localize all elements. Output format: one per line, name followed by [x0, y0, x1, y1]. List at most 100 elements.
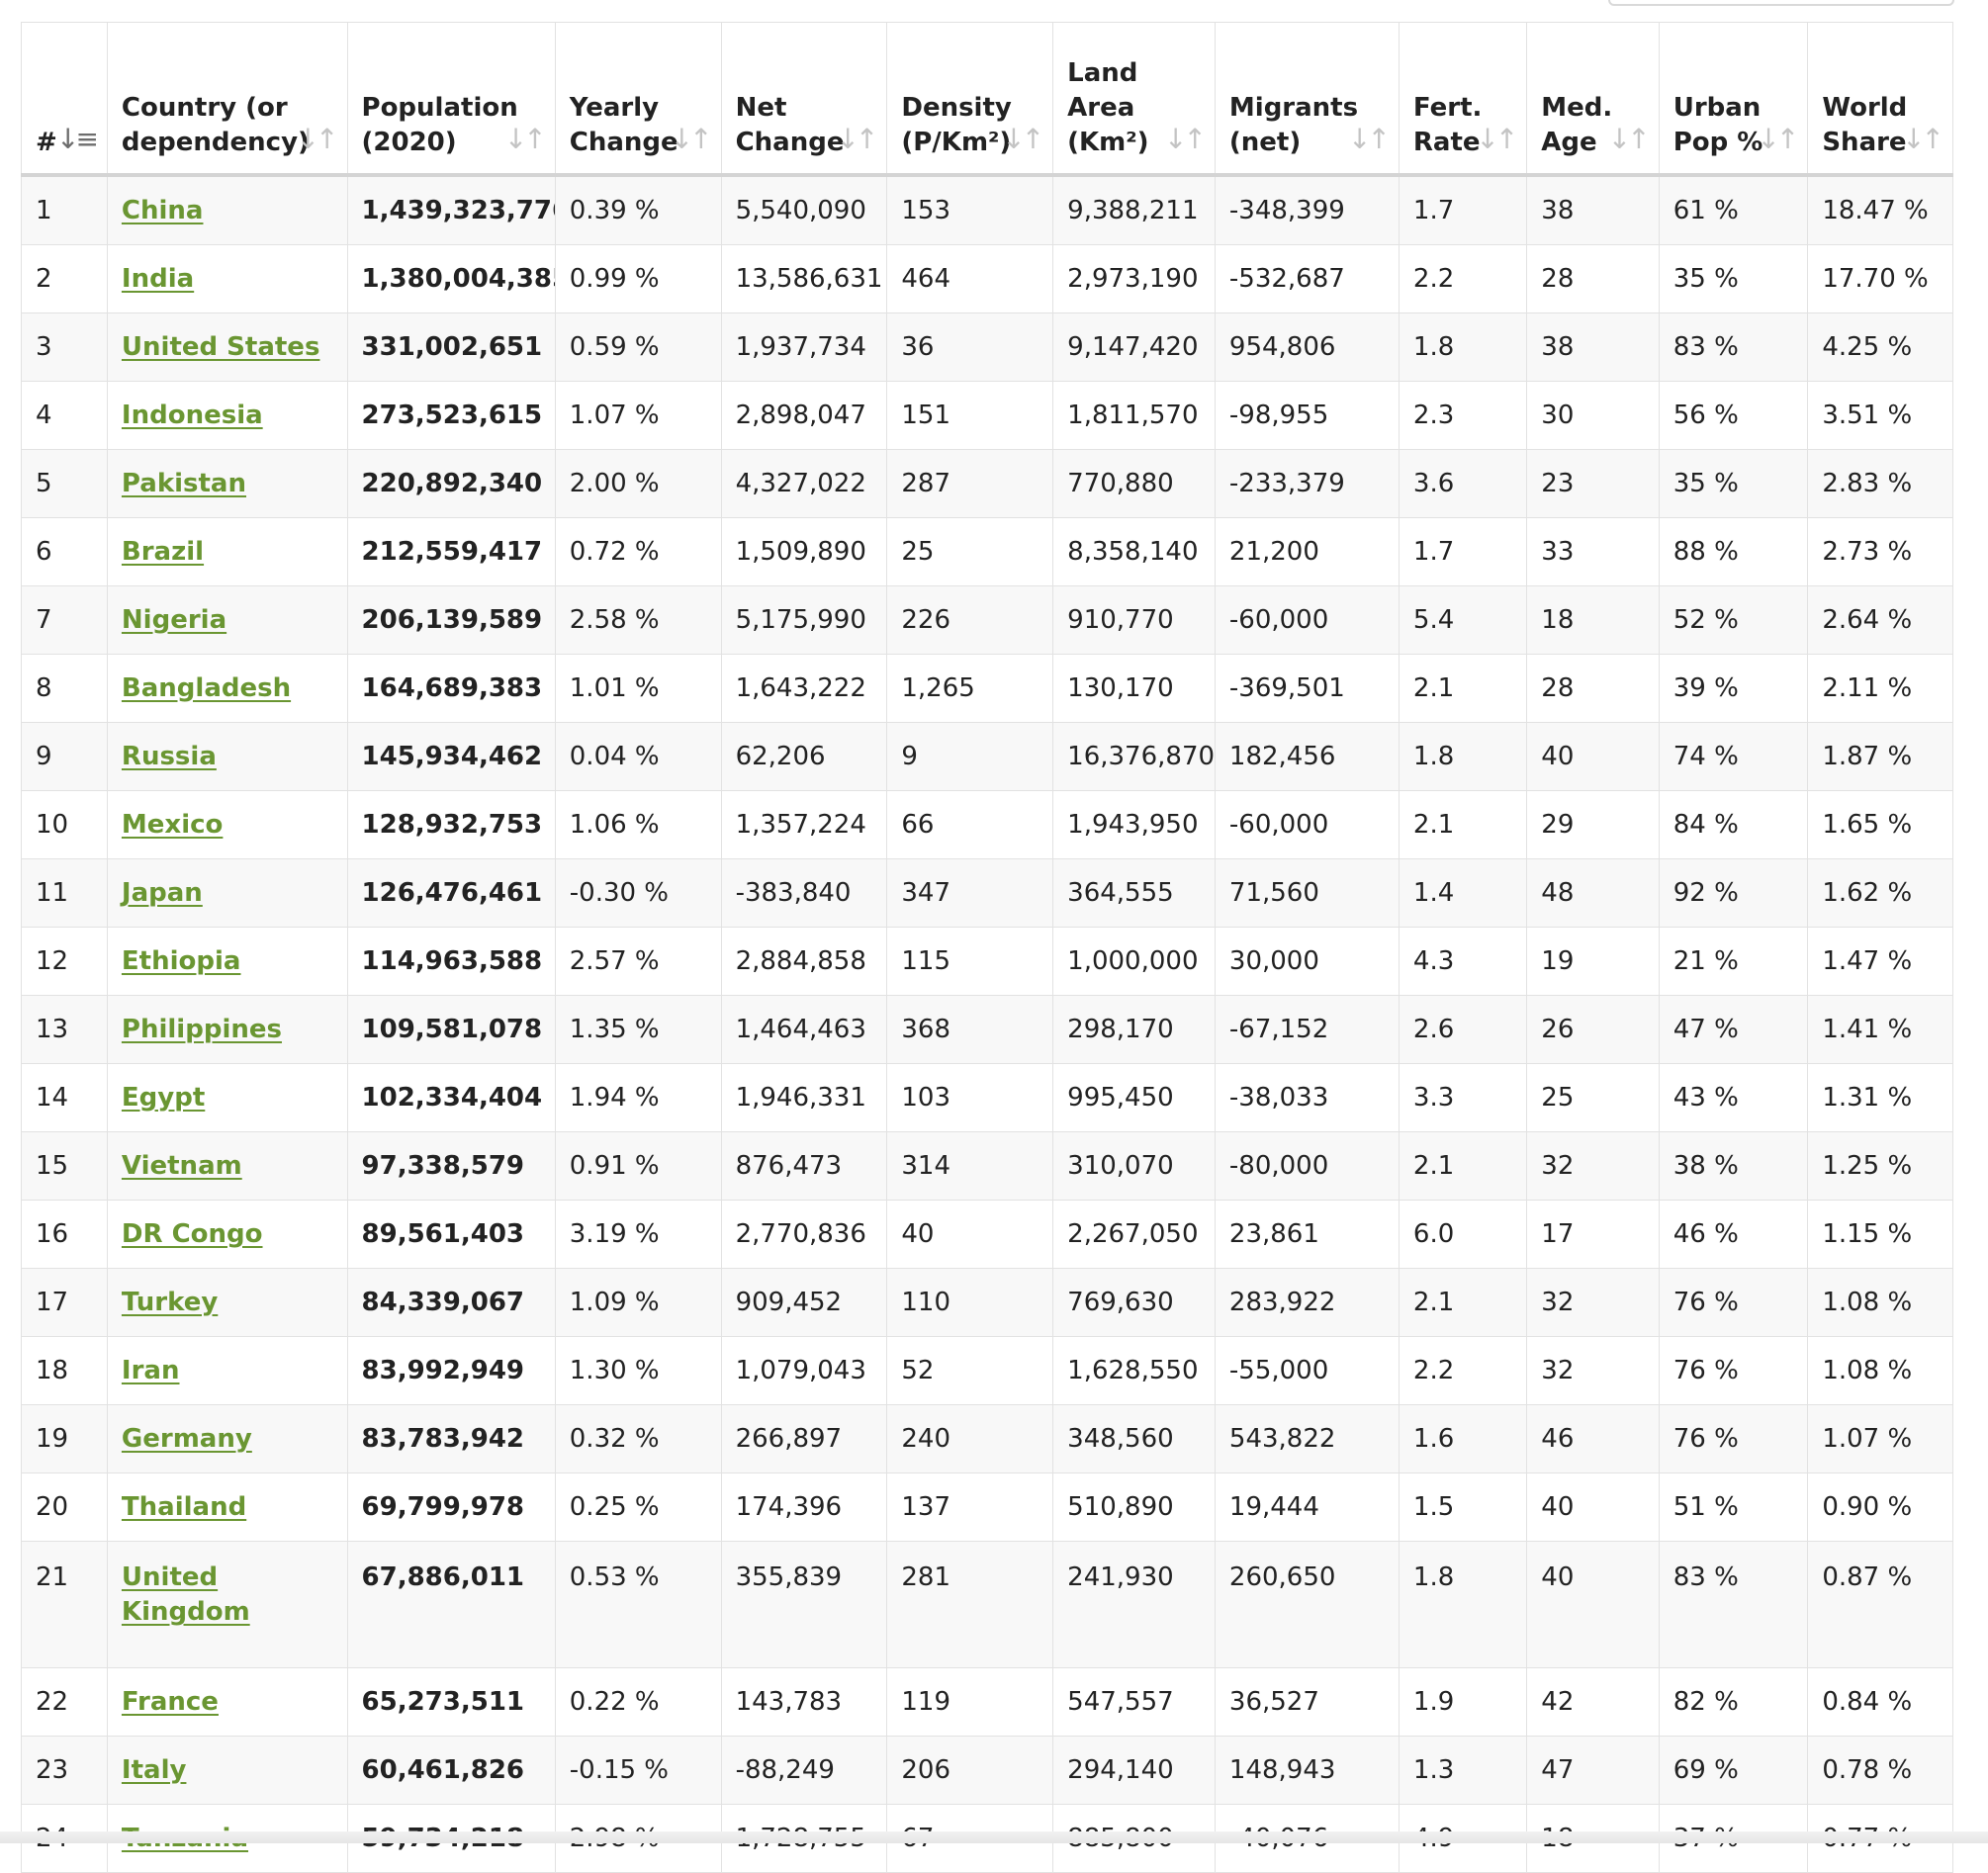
country-link[interactable]: Mexico: [121, 809, 224, 840]
cell-rank: 21: [21, 1541, 108, 1668]
cell-fert-rate: 2.1: [1398, 1131, 1528, 1201]
country-link[interactable]: Japan: [121, 877, 203, 908]
cell-net-change: 1,464,463: [720, 995, 888, 1064]
table-row: 3 United States 331,002,651 0.59 % 1,937,734…: [21, 312, 1953, 382]
table-row: 13 Philippines 109,581,078 1.35 % 1,464,463 3…: [21, 995, 1953, 1064]
cell-world-share: 4.25 %: [1807, 312, 1953, 382]
sort-icon[interactable]: ↓↑: [1902, 123, 1944, 155]
column-header-rank[interactable]: # ↓≡: [21, 22, 108, 177]
cell-net-change: 174,396: [720, 1472, 888, 1542]
cell-rank: 5: [21, 449, 108, 518]
cell-population: 220,892,340: [346, 449, 556, 518]
column-header-net-change[interactable]: Net Change ↓↑: [720, 22, 888, 177]
column-header-label: Urban Pop %: [1672, 93, 1763, 157]
column-header-land-area[interactable]: Land Area (Km²) ↓↑: [1052, 22, 1216, 177]
cell-country: Russia: [106, 722, 348, 791]
sort-ascending-icon[interactable]: ↓≡: [56, 123, 99, 155]
sort-icon[interactable]: ↓↑: [1347, 123, 1391, 155]
country-link[interactable]: Bangladesh: [121, 672, 292, 703]
cell-world-share: 2.83 %: [1807, 449, 1953, 518]
cell-country: Indonesia: [106, 381, 348, 450]
cell-yearly-change: 0.25 %: [554, 1472, 722, 1542]
country-link[interactable]: France: [121, 1686, 219, 1717]
column-header-migrants[interactable]: Migrants (net) ↓↑: [1214, 22, 1400, 177]
cell-migrants: -55,000: [1214, 1336, 1400, 1405]
cell-density: 153: [886, 174, 1054, 245]
sort-icon[interactable]: ↓↑: [670, 123, 713, 155]
country-link[interactable]: DR Congo: [121, 1218, 263, 1249]
country-link[interactable]: United States: [121, 331, 320, 362]
sort-icon[interactable]: ↓↑: [1757, 123, 1799, 155]
cell-med-age: 32: [1526, 1336, 1660, 1405]
cell-yearly-change: 0.72 %: [554, 517, 722, 586]
cell-population: 206,139,589: [346, 585, 556, 655]
country-link[interactable]: Iran: [121, 1355, 180, 1385]
country-link[interactable]: Nigeria: [121, 604, 227, 635]
sort-icon[interactable]: ↓↑: [1476, 123, 1518, 155]
cell-country: France: [106, 1667, 348, 1737]
sort-icon[interactable]: ↓↑: [296, 123, 339, 155]
country-link[interactable]: China: [121, 195, 204, 225]
country-link[interactable]: Vietnam: [121, 1150, 242, 1181]
table-row: 10 Mexico 128,932,753 1.06 % 1,357,224 66 1,94…: [21, 790, 1953, 859]
column-header-urban-pop[interactable]: Urban Pop % ↓↑: [1658, 22, 1809, 177]
country-link[interactable]: Brazil: [121, 536, 205, 567]
cell-migrants: 148,943: [1214, 1736, 1400, 1805]
country-link[interactable]: Turkey: [121, 1287, 219, 1317]
country-link[interactable]: Ethiopia: [121, 945, 241, 976]
column-header-density[interactable]: Density (P/Km²) ↓↑: [886, 22, 1054, 177]
cell-urban-pop: 76 %: [1658, 1268, 1809, 1337]
sort-icon[interactable]: ↓↑: [1163, 123, 1207, 155]
cell-density: 9: [886, 722, 1054, 791]
cell-world-share: 2.11 %: [1807, 654, 1953, 723]
cell-med-age: 47: [1526, 1736, 1660, 1805]
country-link[interactable]: Italy: [121, 1754, 187, 1785]
country-link[interactable]: Thailand: [121, 1491, 247, 1522]
sort-icon[interactable]: ↓↑: [503, 123, 547, 155]
country-link[interactable]: India: [121, 263, 195, 294]
column-header-label: Med. Age: [1541, 93, 1613, 157]
cell-density: 110: [886, 1268, 1054, 1337]
cell-med-age: 38: [1526, 312, 1660, 382]
country-link[interactable]: United Kingdom: [121, 1562, 250, 1627]
country-link[interactable]: Philippines: [121, 1014, 282, 1044]
country-link[interactable]: Russia: [121, 741, 217, 771]
cell-net-change: 355,839: [720, 1541, 888, 1668]
cell-world-share: 0.84 %: [1807, 1667, 1953, 1737]
cell-fert-rate: 6.0: [1398, 1200, 1528, 1269]
cell-population: 67,886,011: [346, 1541, 556, 1668]
cell-country: Thailand: [106, 1472, 348, 1542]
cell-urban-pop: 92 %: [1658, 858, 1809, 928]
cell-land-area: 9,147,420: [1052, 312, 1216, 382]
column-header-country[interactable]: Country (or dependency) ↓↑: [106, 22, 348, 177]
cell-med-age: 38: [1526, 174, 1660, 245]
table-row: 12 Ethiopia 114,963,588 2.57 % 2,884,858 115 1…: [21, 927, 1953, 996]
cell-rank: 13: [21, 995, 108, 1064]
column-header-fert-rate[interactable]: Fert. Rate ↓↑: [1398, 22, 1528, 177]
country-link[interactable]: Germany: [121, 1423, 252, 1454]
cell-population: 89,561,403: [346, 1200, 556, 1269]
cell-net-change: 5,175,990: [720, 585, 888, 655]
cell-population: 69,799,978: [346, 1472, 556, 1542]
cell-net-change: -88,249: [720, 1736, 888, 1805]
country-link[interactable]: Pakistan: [121, 468, 246, 498]
sort-icon[interactable]: ↓↑: [1607, 123, 1651, 155]
cell-yearly-change: 0.04 %: [554, 722, 722, 791]
cell-rank: 20: [21, 1472, 108, 1542]
column-header-world-share[interactable]: World Share ↓↑: [1807, 22, 1953, 177]
search-box-edge[interactable]: [1608, 0, 1954, 6]
sort-icon[interactable]: ↓↑: [1002, 123, 1044, 155]
column-header-population[interactable]: Population (2020) ↓↑: [346, 22, 556, 177]
cell-yearly-change: 1.09 %: [554, 1268, 722, 1337]
sort-icon[interactable]: ↓↑: [836, 123, 878, 155]
cell-country: United Kingdom: [106, 1541, 348, 1668]
cell-country: Turkey: [106, 1268, 348, 1337]
column-header-med-age[interactable]: Med. Age ↓↑: [1526, 22, 1660, 177]
cell-urban-pop: 46 %: [1658, 1200, 1809, 1269]
country-link[interactable]: Indonesia: [121, 400, 263, 430]
cell-world-share: 3.51 %: [1807, 381, 1953, 450]
cell-migrants: -348,399: [1214, 174, 1400, 245]
cell-urban-pop: 38 %: [1658, 1131, 1809, 1201]
country-link[interactable]: Egypt: [121, 1082, 206, 1113]
column-header-yearly-change[interactable]: Yearly Change ↓↑: [554, 22, 722, 177]
